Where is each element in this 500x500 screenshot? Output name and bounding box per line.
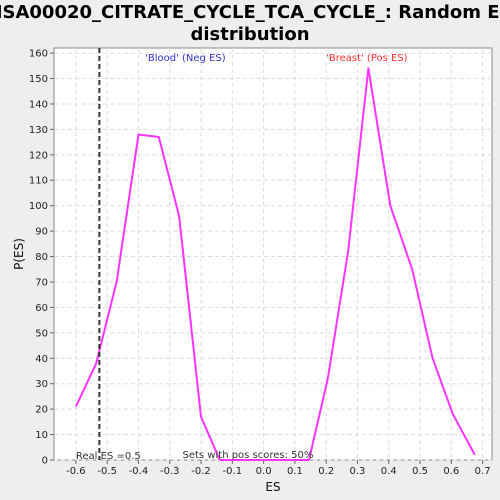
chart-title-line-2: distribution (190, 24, 309, 45)
x-tick-label: -0.6 (66, 466, 86, 477)
y-tick-label: 80 (35, 252, 48, 263)
x-tick-label: 0.0 (256, 466, 272, 477)
y-tick-label: 30 (35, 379, 48, 390)
es-series-line-3 (308, 67, 476, 461)
y-tick-label: 100 (29, 201, 48, 212)
x-tick-label: 0.5 (412, 466, 428, 477)
x-tick-label: -0.5 (97, 466, 117, 477)
grid-lines (54, 48, 492, 461)
x-tick-label: 0.2 (318, 466, 334, 477)
x-tick-label: 0.6 (443, 466, 459, 477)
y-tick-label: 20 (35, 405, 48, 416)
x-tick-label: -0.3 (160, 466, 180, 477)
x-tick-label: 0.4 (381, 466, 397, 477)
y-tick-label: 140 (29, 99, 48, 110)
x-tick-label: -0.2 (191, 466, 211, 477)
neg-es-label: 'Blood' (Neg ES) (145, 53, 226, 64)
chart-title-line-1: HSA00020_CITRATE_CYCLE_TCA_CYCLE_: Rando… (0, 2, 500, 23)
x-axis-label: ES (265, 480, 280, 494)
y-tick-label: 10 (35, 430, 48, 441)
y-tick-label: 120 (29, 150, 48, 161)
series-lines (74, 67, 476, 461)
real-es-label: Real ES =0.5 (76, 451, 141, 462)
pos-es-label: 'Breast' (Pos ES) (326, 53, 408, 64)
axes: -0.6 -0.5 -0.4 -0.3 -0.2 -0.1 0.0 0.1 0.2 0.3 0.4 0… (29, 49, 491, 477)
x-tick-label: 0.7 (475, 466, 491, 477)
y-tick-label: 110 (29, 176, 48, 187)
es-series-line-1 (74, 133, 221, 461)
y-tick-label: 150 (29, 74, 48, 85)
y-tick-label: 90 (35, 227, 48, 238)
y-tick-label: 160 (29, 49, 48, 60)
x-tick-label: 0.1 (287, 466, 303, 477)
pos-scores-label: Sets with pos scores: 50% (183, 450, 314, 461)
x-tick-label: -0.1 (223, 466, 243, 477)
y-tick-label: 130 (29, 125, 48, 136)
y-axis-label: P(ES) (12, 238, 26, 270)
plot-area (53, 47, 493, 461)
y-tick-label: 0 (42, 456, 48, 467)
y-tick-label: 70 (35, 277, 48, 288)
y-tick-label: 50 (35, 328, 48, 339)
y-tick-label: 60 (35, 303, 48, 314)
x-tick-label: -0.4 (129, 466, 149, 477)
x-tick-label: 0.3 (350, 466, 366, 477)
y-tick-label: 40 (35, 354, 48, 365)
